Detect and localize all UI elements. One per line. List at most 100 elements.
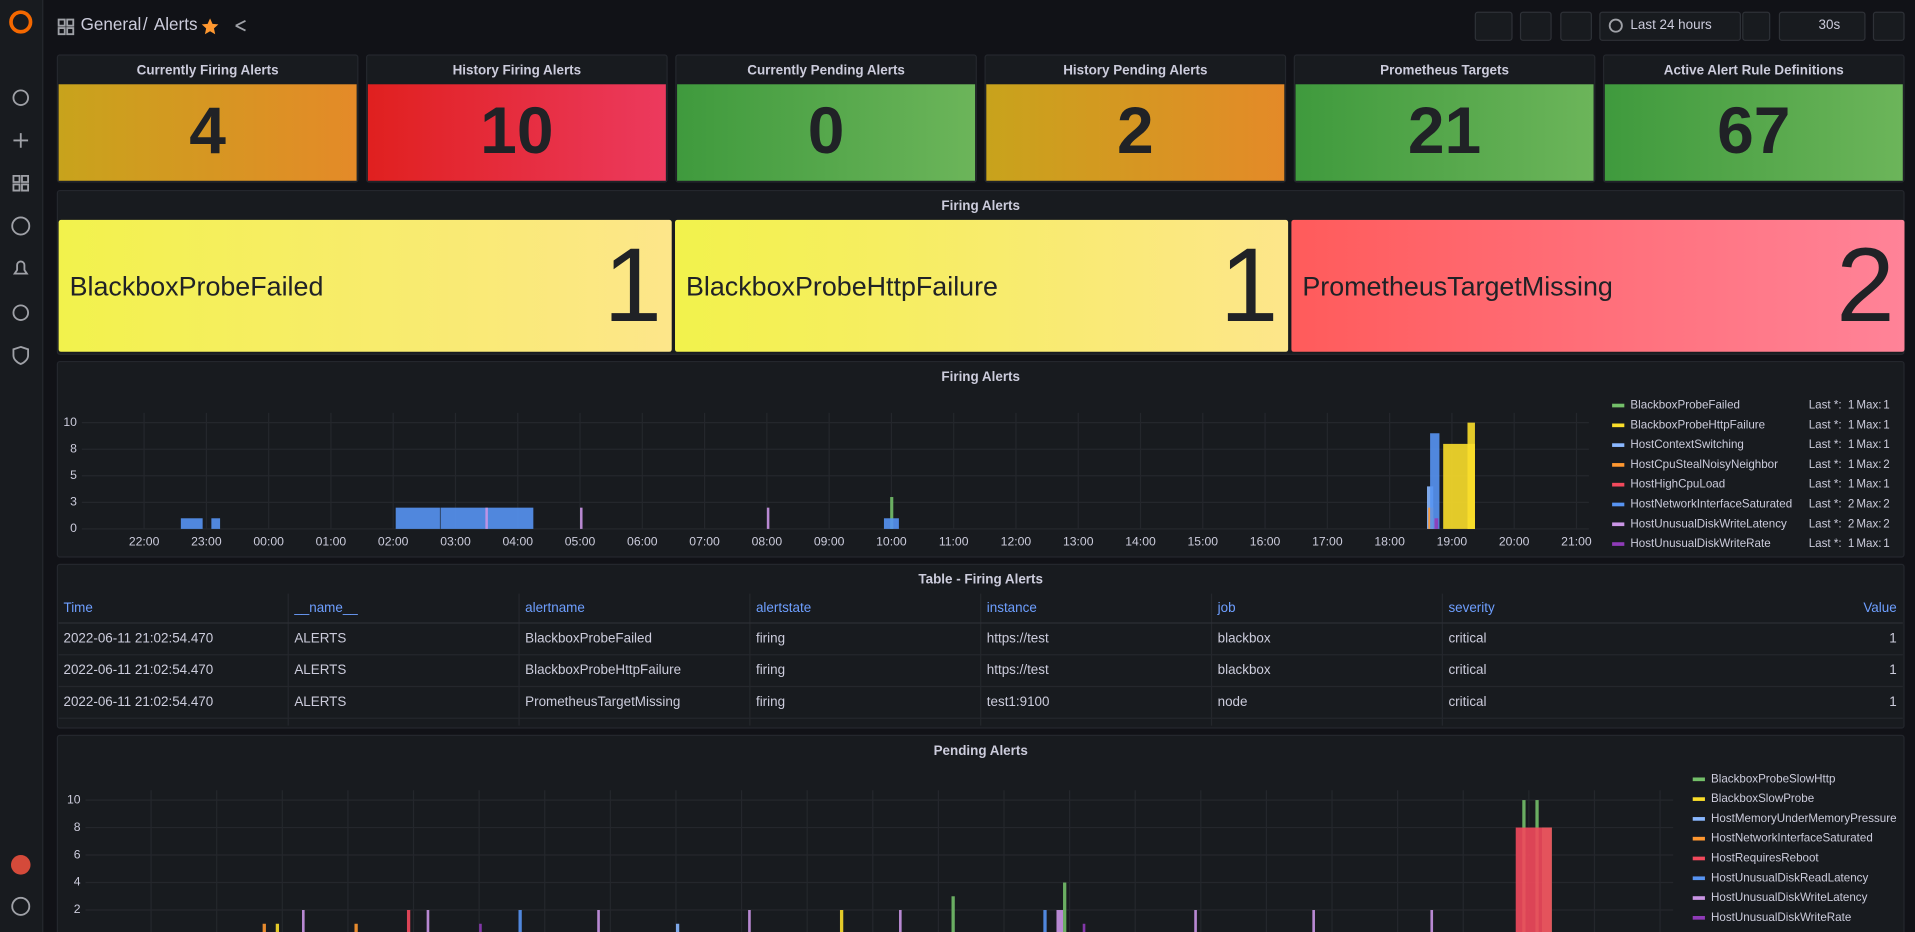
bar xyxy=(748,910,751,932)
x-tick-label: 09:00 xyxy=(814,535,845,549)
stat-value: 2 xyxy=(1117,93,1154,167)
legend-max-value: 1 xyxy=(1883,399,1889,412)
x-tick-label: 11:00 xyxy=(939,535,969,549)
bar xyxy=(180,518,203,529)
legend-last-label: Last *: xyxy=(1809,418,1842,431)
bar xyxy=(406,910,411,932)
share-icon[interactable] xyxy=(235,19,246,32)
table-cell: firing xyxy=(756,630,785,645)
legend-swatch xyxy=(1692,836,1705,841)
legend-swatch xyxy=(1612,443,1625,447)
legend-last-value: 2 xyxy=(1848,517,1854,530)
refresh-picker[interactable] xyxy=(1778,11,1866,41)
stat-background xyxy=(986,84,1285,181)
logo[interactable] xyxy=(9,10,33,34)
bar xyxy=(426,910,430,932)
zoom-out-button[interactable] xyxy=(1742,11,1771,41)
legend-max-value: 1 xyxy=(1883,478,1889,491)
table-cell: 2022-06-11 21:02:54.470 xyxy=(64,630,214,645)
x-tick-label: 14:00 xyxy=(1125,535,1156,549)
bar xyxy=(1430,910,1434,932)
y-tick-label: 5 xyxy=(70,468,77,482)
star-icon[interactable] xyxy=(201,18,219,35)
legend-last-value: 2 xyxy=(1848,498,1854,511)
table-cell: ALERTS xyxy=(294,662,346,677)
time-picker[interactable] xyxy=(1599,11,1741,41)
legend-label: HostUnusualDiskWriteLatency xyxy=(1630,517,1787,530)
add-panel-button[interactable] xyxy=(1474,11,1513,41)
legend-label: HostUnusualDiskWriteRate xyxy=(1711,911,1851,924)
table-cell: ALERTS xyxy=(294,630,346,645)
stat-background xyxy=(1295,84,1594,181)
y-tick-label: 6 xyxy=(74,847,81,861)
settings-button[interactable] xyxy=(1560,11,1592,41)
bar xyxy=(1430,433,1440,529)
column-header: alertstate xyxy=(756,600,811,615)
bar xyxy=(301,910,305,932)
column-header: severity xyxy=(1448,600,1495,615)
stat-background xyxy=(367,84,666,181)
create-icon[interactable] xyxy=(13,133,29,148)
column-header: Value xyxy=(1863,600,1896,615)
y-tick-label: 3 xyxy=(70,495,77,509)
panel-title: Table - Firing Alerts xyxy=(918,572,1043,587)
admin-icon[interactable] xyxy=(12,345,30,365)
legend-label: HostNetworkInterfaceSaturated xyxy=(1630,498,1792,511)
stat-value: 0 xyxy=(808,93,845,167)
explore-icon[interactable] xyxy=(11,216,31,236)
user-avatar[interactable] xyxy=(10,855,31,875)
legend-label: HostContextSwitching xyxy=(1630,438,1743,451)
bar xyxy=(597,910,600,932)
bar xyxy=(890,497,894,529)
x-tick-label: 06:00 xyxy=(627,535,658,549)
table-cell: test1:9100 xyxy=(987,694,1050,709)
legend-swatch xyxy=(1612,522,1625,527)
legend-label: HostNetworkInterfaceSaturated xyxy=(1711,832,1873,845)
bar xyxy=(262,923,266,932)
legend-max-label: Max: xyxy=(1856,458,1881,471)
legend-label: BlackboxSlowProbe xyxy=(1711,792,1814,805)
config-icon[interactable] xyxy=(12,304,30,321)
y-tick-label: 10 xyxy=(67,792,81,806)
legend-max-value: 1 xyxy=(1883,537,1889,550)
table-cell: https://test xyxy=(987,630,1049,645)
save-button[interactable] xyxy=(1519,11,1552,41)
alert-gauge xyxy=(58,219,672,352)
column-header: instance xyxy=(987,600,1037,615)
dashboards-icon[interactable] xyxy=(12,174,30,192)
legend-last-label: Last *: xyxy=(1809,498,1842,511)
y-tick-label: 10 xyxy=(63,415,77,429)
legend-max-label: Max: xyxy=(1856,438,1881,451)
bar xyxy=(1467,422,1475,529)
x-tick-label: 02:00 xyxy=(378,535,409,549)
legend-last-label: Last *: xyxy=(1809,537,1842,550)
y-tick-label: 8 xyxy=(74,820,81,834)
bar xyxy=(883,518,899,529)
table-cell: firing xyxy=(756,662,785,677)
bar xyxy=(580,507,583,529)
panel-title: Firing Alerts xyxy=(941,369,1020,384)
x-tick-label: 23:00 xyxy=(191,535,222,549)
legend-max-value: 2 xyxy=(1883,458,1889,471)
time-range[interactable]: Last 24 hours xyxy=(1630,17,1712,32)
refresh-interval[interactable]: 30s xyxy=(1819,17,1841,32)
x-tick-label: 12:00 xyxy=(1001,535,1032,549)
legend-last-value: 1 xyxy=(1848,399,1854,412)
bar xyxy=(1056,910,1064,932)
bar xyxy=(899,910,902,932)
breadcrumb-separator: / xyxy=(143,15,148,34)
help-icon[interactable] xyxy=(11,896,31,916)
legend-label: HostMemoryUnderMemoryPressure xyxy=(1711,812,1897,825)
alerting-icon[interactable] xyxy=(12,260,29,275)
y-tick-label: 2 xyxy=(74,902,81,916)
bar xyxy=(839,910,844,932)
legend-swatch xyxy=(1692,856,1705,861)
breadcrumb-folder[interactable]: General xyxy=(81,15,142,34)
legend-last-label: Last *: xyxy=(1809,399,1842,412)
tv-mode-button[interactable] xyxy=(1872,11,1905,41)
bar xyxy=(1063,882,1067,932)
x-tick-label: 03:00 xyxy=(440,535,471,549)
search-icon[interactable] xyxy=(12,89,30,106)
